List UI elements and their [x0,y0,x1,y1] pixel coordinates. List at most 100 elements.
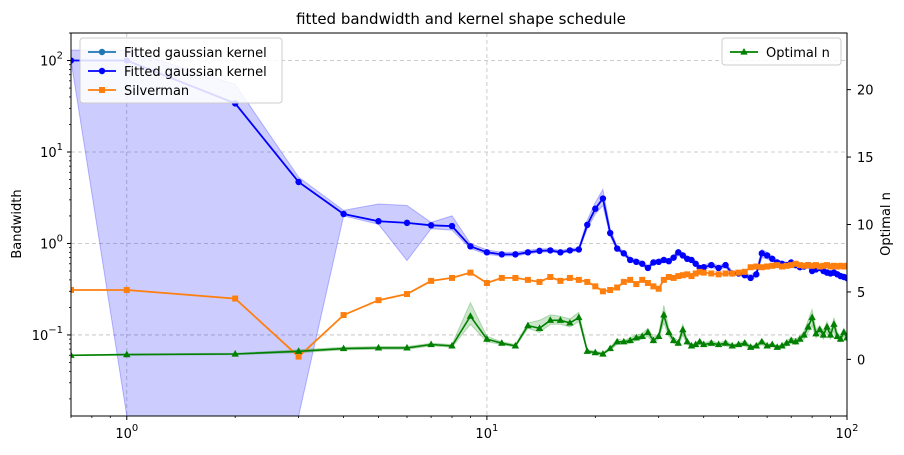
silverman-point [688,273,695,280]
fitted-gaussian-kernel-point [467,243,474,250]
silverman-point [805,262,812,269]
fitted-gaussian-kernel-point [655,258,662,266]
legend-left-box [79,37,283,104]
optimal-n-point [679,325,687,333]
silverman-point [483,279,490,286]
fitted-gaussian-kernel-point [427,222,435,229]
fitted-gaussian-kernel-point [747,274,754,282]
silverman-point [747,264,754,271]
optimal-n-point [696,337,704,345]
optimal-n-point [483,335,491,342]
optimal-n-point [778,341,786,349]
y-tick-label: 102 [40,51,63,70]
silverman-point [448,274,455,281]
fitted-gaussian-kernel-point [340,210,347,218]
silverman-point [758,264,765,271]
optimal-n-point [768,340,776,348]
optimal-n-point [833,332,842,340]
optimal-n-point [669,336,678,344]
legend-swatch-marker [98,67,106,75]
fitted-gaussian-kernel-point [620,250,628,257]
fitted-gaussian-kernel-point [607,229,614,237]
fitted-gaussian-kernel-point [448,222,456,230]
fitted-gaussian-kernel-point [295,178,302,186]
y-tick-label-base: 10 [32,329,49,344]
silverman-point [816,263,823,270]
optimal-n-point [660,310,668,318]
y2-axis-ticks: 0 5 10 15 20 [847,84,874,368]
x-tick-label-exponent: 2 [852,423,858,434]
fitted-gaussian-kernel-point [650,259,657,266]
silverman-point [670,274,677,281]
optimal-n-point [826,331,835,338]
fitted-gaussian-kernel-point [403,219,411,227]
y2-axis-label: Optimal n [879,192,894,256]
optimal-n-point [674,339,682,346]
y-axis-label: Bandwidth [10,189,25,258]
fitted-gaussian-kernel-point [843,274,847,282]
silverman-point [769,262,776,269]
y2-tick-label: 20 [857,84,874,99]
fitted-gaussian-kernel-point [758,250,766,257]
y-tick-label: 10−1 [32,325,63,344]
y2-tick-label: 10 [857,219,874,234]
silverman-point [741,268,748,275]
silverman-point [708,270,715,277]
silverman-point [655,285,662,292]
fitted-gaussian-kernel-point [566,247,574,254]
silverman-point [575,276,582,283]
silverman-point [792,260,799,267]
silverman-point [735,269,742,276]
silverman-point [295,353,302,360]
silverman-point [607,287,614,294]
silverman-point [592,283,599,290]
optimal-n-point [655,332,663,340]
silverman-point [824,262,831,269]
silverman-point [840,263,847,270]
silverman-point [722,270,729,277]
y-tick-label-exponent: 0 [57,233,63,244]
fitted-gaussian-kernel-point [626,256,634,264]
silverman-point [524,276,531,283]
legend-right-box [721,37,842,66]
fitted-gaussian-kernel-point [536,247,543,255]
legend-label: Optimal n [766,46,830,61]
optimal-n-point [734,340,743,348]
silverman-point [340,312,347,319]
optimal-n-point [613,337,621,345]
silverman-point [788,262,795,269]
silverman-point [764,263,771,270]
optimal-n-point [566,318,574,326]
silverman-point [820,262,827,269]
fitted-gaussian-kernel-point [688,256,695,264]
optimal-n-point [448,341,456,349]
optimal-n-point [752,341,761,349]
silverman-point [684,271,691,278]
x-tick-label: 100 [115,423,138,442]
optimal-n-point [403,343,411,351]
chart-title: fitted bandwidth and kernel shape schedu… [296,10,626,28]
y-tick-label-base: 10 [40,237,57,252]
optimal-n-point [374,343,383,351]
y2-tick-label: 5 [857,286,865,301]
x-tick-label-base: 10 [475,427,492,442]
fitted-gaussian-kernel-point [547,247,554,254]
optimal-n-point [294,347,303,354]
optimal-n-point [123,350,131,358]
silverman-point [812,262,819,269]
fitted-gaussian-kernel-point [524,249,532,256]
fitted-gaussian-kernel-point [644,264,652,272]
fitted-gaussian-kernel-point [613,245,621,252]
x-tick-label: 102 [836,423,859,442]
fitted-gaussian-kernel-point [498,251,505,258]
silverman-point [700,269,707,276]
fitted-gaussian-kernel-point [665,258,672,265]
x-tick-label-exponent: 0 [132,423,138,434]
silverman-point [774,262,781,269]
silverman-point [660,276,667,283]
optimal-n-point [535,324,544,331]
fitted-gaussian-kernel-point [708,261,715,269]
optimal-n-point [796,335,804,342]
optimal-n-point [665,328,673,335]
